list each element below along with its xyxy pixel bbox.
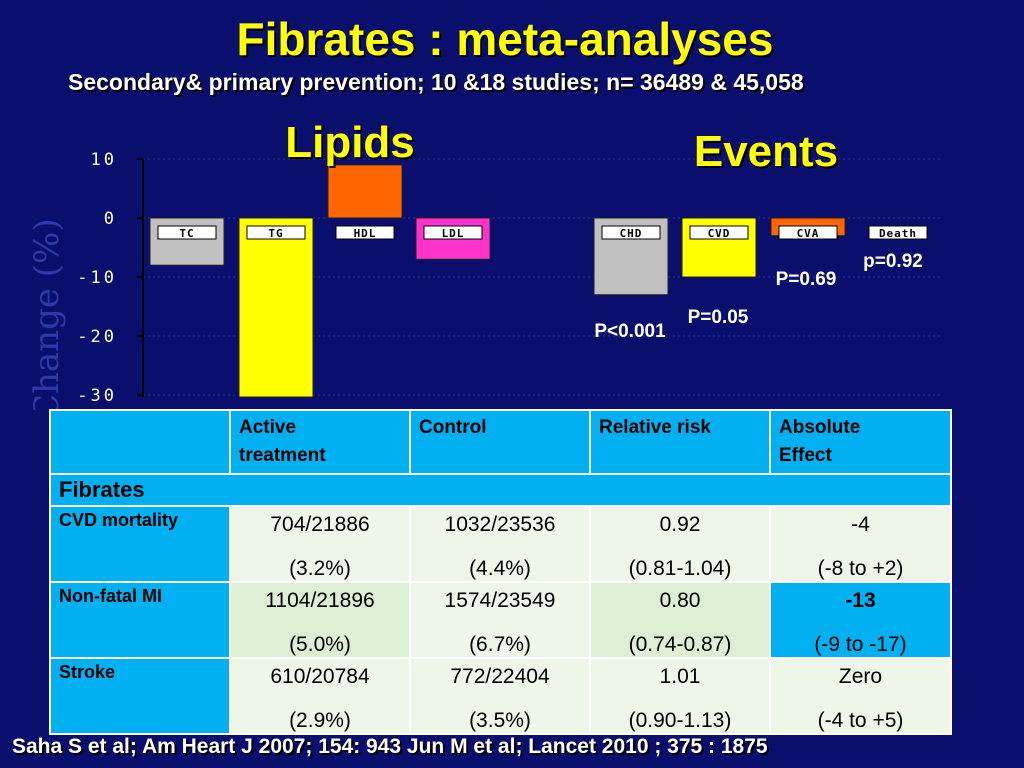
category-label: CVA [797, 227, 820, 240]
category-label: CHD [620, 227, 643, 240]
y-tick-label: -10 [77, 268, 117, 288]
category-label-box [246, 225, 306, 240]
category-label-box [601, 225, 661, 240]
table-row: Non-fatal MI 1104/21896 (5.0%) 1574/23549… [49, 581, 952, 659]
header-cell-relative-risk: Relative risk [589, 409, 771, 475]
table-cell: 610/20784 (2.9%) [229, 657, 411, 735]
row-label: CVD mortality [49, 505, 231, 583]
table-cell: 0.80 (0.74-0.87) [589, 581, 771, 659]
table-cell: 1104/21896 (5.0%) [229, 581, 411, 659]
category-label-box [335, 225, 395, 240]
table-row: Stroke 610/20784 (2.9%) 772/22404 (3.5%) 1… [49, 657, 952, 735]
y-axis-label: Change (%) [27, 218, 67, 410]
category-label-box [423, 225, 483, 240]
category-label-box [689, 225, 749, 240]
p-value-label: P=0.05 [688, 307, 749, 328]
header-cell-absolute-effect: Absolute Effect [769, 409, 952, 475]
bar-tc [149, 217, 225, 266]
header-cell-blank [49, 409, 231, 475]
category-label: CVD [708, 227, 731, 240]
p-value-label: P<0.001 [594, 321, 666, 342]
category-label: HDL [354, 227, 377, 240]
p-value-label: p=0.92 [863, 251, 923, 272]
table-cell: 1574/23549 (6.7%) [409, 581, 591, 659]
y-tick-label: 0 [104, 209, 117, 229]
group-header: Lipids [285, 118, 415, 167]
results-table: Active treatment Control Relative risk A… [49, 409, 952, 735]
table-group-row: Fibrates [49, 473, 952, 507]
p-value-label: P=0.69 [776, 269, 837, 290]
group-header-shadow: Events [696, 129, 840, 178]
group-header: Events [694, 127, 838, 176]
y-tick-label: -20 [77, 327, 117, 347]
category-label-box [157, 225, 217, 240]
table-cell: -4 (-8 to +2) [769, 505, 952, 583]
category-label: Death [879, 227, 917, 240]
slide-subtitle: Secondary& primary prevention; 10 &18 st… [68, 69, 804, 95]
table-cell: 1.01 (0.90-1.13) [589, 657, 771, 735]
bar-tg [238, 217, 314, 398]
category-label: TG [268, 227, 283, 240]
group-header-shadow: Lipids [287, 120, 417, 169]
y-tick-label: 10 [91, 150, 117, 170]
bar-hdl [327, 164, 403, 219]
table-row: CVD mortality 704/21886 (3.2%) 1032/23536… [49, 505, 952, 583]
row-label: Non-fatal MI [49, 581, 231, 659]
header-cell-control: Control [409, 409, 591, 475]
category-label-box [868, 225, 928, 240]
y-tick-label: -30 [77, 386, 117, 406]
header-cell-active: Active treatment [229, 409, 411, 475]
category-label: TC [179, 227, 194, 240]
table-cell-highlight: -13 (-9 to -17) [769, 581, 952, 659]
group-label: Fibrates [49, 473, 952, 507]
slide-title: Fibrates : meta-analyses [236, 13, 774, 65]
row-label: Stroke [49, 657, 231, 735]
category-label: LDL [442, 227, 465, 240]
table-cell: 1032/23536 (4.4%) [409, 505, 591, 583]
table-cell: 704/21886 (3.2%) [229, 505, 411, 583]
table-cell: 0.92 (0.81-1.04) [589, 505, 771, 583]
table-header-row: Active treatment Control Relative risk A… [49, 409, 952, 475]
citation-footer: Saha S et al; Am Heart J 2007; 154: 943 … [12, 735, 768, 758]
category-label-box [778, 225, 838, 240]
table-cell: 772/22404 (3.5%) [409, 657, 591, 735]
table-cell: Zero (-4 to +5) [769, 657, 952, 735]
